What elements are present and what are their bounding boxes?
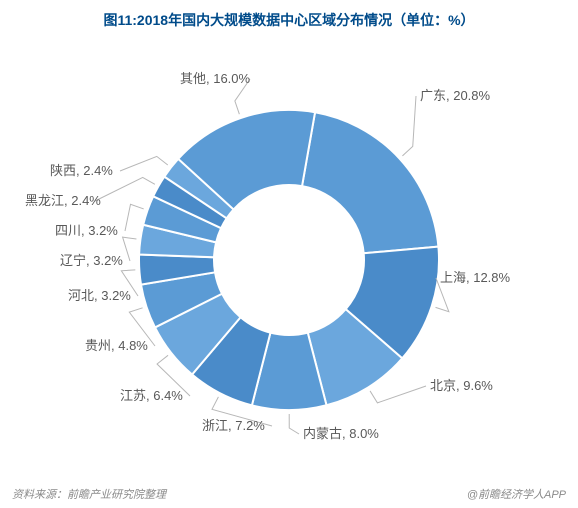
leader-line bbox=[289, 414, 299, 434]
donut-slice bbox=[302, 112, 438, 253]
leader-line bbox=[125, 204, 144, 231]
slice-label: 内蒙古, 8.0% bbox=[303, 426, 379, 441]
slice-label: 广东, 20.8% bbox=[420, 88, 491, 103]
chart-title: 图11:2018年国内大规模数据中心区域分布情况（单位：%） bbox=[0, 0, 578, 30]
leader-line bbox=[402, 96, 416, 156]
slice-label: 北京, 9.6% bbox=[430, 378, 493, 393]
slice-label: 其他, 16.0% bbox=[180, 71, 251, 86]
leader-line bbox=[95, 177, 155, 201]
chart-area: 广东, 20.8% 上海, 12.8% 北京, 9.6% 内蒙古, 8.0% 浙江, 7… bbox=[0, 30, 578, 470]
slice-label: 上海, 12.8% bbox=[440, 270, 511, 285]
slice-label: 河北, 3.2% bbox=[68, 288, 131, 303]
slice-label: 江苏, 6.4% bbox=[120, 388, 183, 403]
slice-label: 黑龙江, 2.4% bbox=[25, 193, 101, 208]
slice-label: 陕西, 2.4% bbox=[50, 163, 113, 178]
leader-line bbox=[370, 386, 426, 403]
slice-label: 浙江, 7.2% bbox=[202, 418, 265, 433]
donut-chart: 广东, 20.8% 上海, 12.8% 北京, 9.6% 内蒙古, 8.0% 浙江, 7… bbox=[0, 30, 578, 470]
leader-line bbox=[123, 237, 137, 261]
leader-line bbox=[120, 156, 168, 171]
footer-source: 资料来源：前瞻产业研究院整理 bbox=[12, 489, 166, 501]
slice-label: 贵州, 4.8% bbox=[85, 338, 148, 353]
footer: 资料来源：前瞻产业研究院整理 @前瞻经济学人APP bbox=[12, 486, 566, 502]
slice-label: 辽宁, 3.2% bbox=[60, 253, 123, 268]
footer-attribution: @前瞻经济学人APP bbox=[467, 486, 566, 502]
slice-label: 四川, 3.2% bbox=[55, 223, 118, 238]
